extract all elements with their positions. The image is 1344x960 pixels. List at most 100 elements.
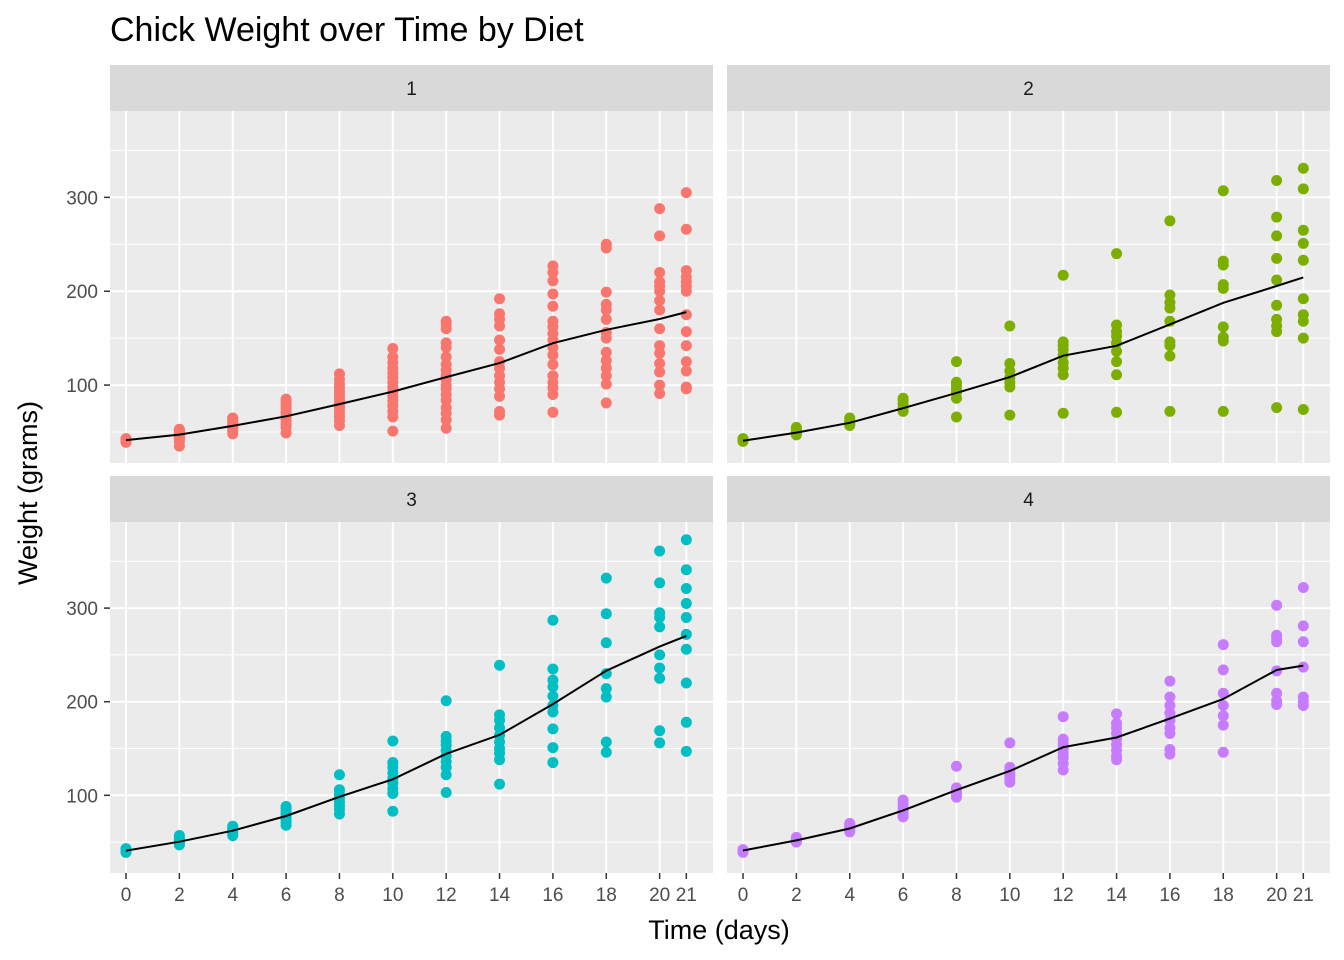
data-point — [1164, 350, 1176, 362]
data-point — [1271, 402, 1283, 414]
x-tick-label: 10 — [999, 885, 1020, 906]
data-point — [654, 266, 666, 278]
data-point — [654, 304, 666, 316]
data-point — [1111, 708, 1123, 720]
data-point — [680, 643, 692, 655]
data-point — [1297, 183, 1309, 195]
data-point — [1164, 289, 1176, 301]
facet-strip — [110, 476, 713, 522]
data-point — [1111, 319, 1123, 331]
data-point — [1271, 174, 1283, 186]
data-point — [654, 340, 666, 352]
data-point — [494, 659, 506, 671]
facet-panel-4: 4 0 2 4 6 8 10 12 14 16 18 20 21 — [727, 476, 1330, 906]
data-point — [1297, 661, 1309, 673]
data-point — [547, 288, 559, 300]
data-point — [680, 187, 692, 199]
data-point — [600, 286, 612, 298]
data-point — [1164, 336, 1176, 348]
data-point — [654, 672, 666, 684]
x-tick-label: 14 — [1106, 885, 1128, 906]
x-tick-label: 4 — [227, 885, 238, 906]
data-point — [440, 422, 452, 434]
data-point — [120, 434, 132, 446]
y-tick-label: 100 — [66, 786, 98, 807]
data-point — [1164, 675, 1176, 687]
x-tick-label: 6 — [898, 885, 909, 906]
data-point — [1111, 717, 1123, 729]
data-point — [600, 736, 612, 748]
x-tick-label: 0 — [738, 885, 749, 906]
data-point — [1297, 254, 1309, 266]
data-point — [600, 378, 612, 390]
panel-background — [110, 522, 713, 873]
data-point — [494, 334, 506, 346]
x-tick-label: 18 — [1213, 885, 1234, 906]
y-tick-label: 200 — [66, 282, 98, 303]
data-point — [120, 843, 132, 855]
data-point — [654, 737, 666, 749]
data-point — [1004, 737, 1016, 749]
data-point — [654, 725, 666, 737]
data-point — [654, 607, 666, 619]
data-point — [494, 778, 506, 790]
x-tick-label: 14 — [489, 885, 511, 906]
data-point — [280, 801, 292, 813]
data-point — [1217, 710, 1229, 722]
data-point — [1297, 636, 1309, 648]
data-point — [440, 351, 452, 363]
data-point — [1217, 639, 1229, 651]
data-point — [547, 663, 559, 675]
data-point — [440, 730, 452, 742]
data-point — [1271, 629, 1283, 641]
data-point — [1217, 255, 1229, 267]
data-point — [1297, 224, 1309, 236]
facet-panel-1: 1 100 200 300 — [66, 65, 713, 463]
data-point — [654, 230, 666, 242]
data-point — [1004, 409, 1016, 421]
x-tick-label: 16 — [1159, 885, 1180, 906]
x-tick-label: 8 — [951, 885, 962, 906]
x-tick-label: 21 — [676, 885, 697, 906]
data-point — [600, 346, 612, 358]
data-point — [1217, 185, 1229, 197]
data-point — [654, 379, 666, 391]
data-point — [1111, 248, 1123, 260]
mean-line-4 — [742, 664, 1304, 852]
data-point — [1217, 405, 1229, 417]
data-point — [1271, 211, 1283, 223]
x-tick-label: 12 — [1053, 885, 1074, 906]
data-point — [600, 668, 612, 680]
data-point — [1111, 406, 1123, 418]
data-point — [547, 275, 559, 287]
facet-strip-label: 3 — [406, 490, 417, 511]
data-point — [387, 805, 399, 817]
data-point — [600, 637, 612, 649]
data-point — [654, 276, 666, 288]
data-point — [387, 757, 399, 769]
data-point — [844, 817, 856, 829]
data-point — [680, 265, 692, 277]
data-point — [1297, 620, 1309, 632]
facet-strip — [727, 476, 1330, 522]
data-point — [547, 757, 559, 769]
data-point — [1217, 719, 1229, 731]
data-point — [950, 356, 962, 368]
data-point — [227, 412, 239, 424]
data-point — [440, 315, 452, 327]
data-point — [654, 323, 666, 335]
data-point — [600, 608, 612, 620]
data-point — [654, 649, 666, 661]
data-point — [1217, 699, 1229, 711]
data-point — [173, 427, 185, 439]
data-point — [547, 370, 559, 382]
data-point — [1297, 582, 1309, 594]
data-point — [1271, 313, 1283, 325]
x-tick-label: 20 — [649, 885, 670, 906]
data-point — [1111, 369, 1123, 381]
data-point — [333, 769, 345, 781]
data-point — [654, 203, 666, 215]
x-tick-label: 4 — [844, 885, 855, 906]
data-point — [1164, 215, 1176, 227]
